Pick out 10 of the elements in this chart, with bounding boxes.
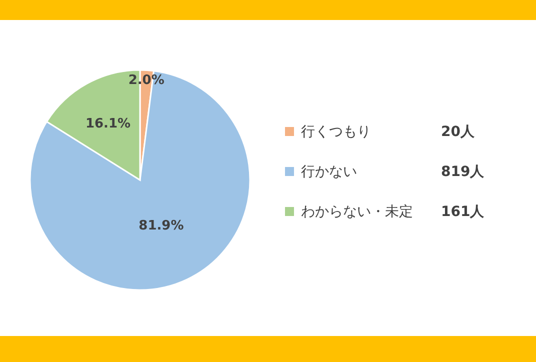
legend-label: わからない・未定 bbox=[301, 204, 413, 220]
text: 819人 bbox=[441, 164, 486, 180]
legend-label: 行くつもり bbox=[301, 124, 371, 140]
pie-slice bbox=[29, 70, 251, 291]
text: 20人 bbox=[441, 124, 476, 140]
data-label: 2.0% bbox=[128, 73, 164, 88]
legend-label: 行かない bbox=[301, 164, 357, 180]
data-label: 81.9% bbox=[138, 218, 184, 234]
text: 161人 bbox=[441, 204, 486, 220]
data-label: 16.1% bbox=[85, 116, 131, 132]
